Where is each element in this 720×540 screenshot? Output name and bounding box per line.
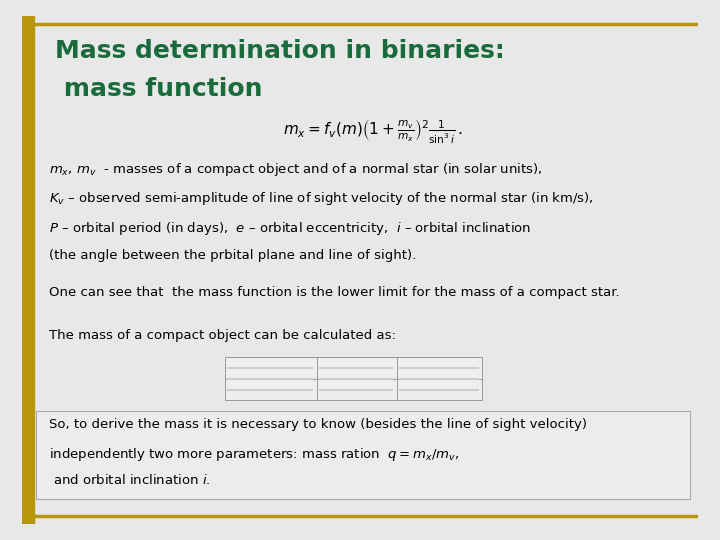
Text: (the angle between the prbital plane and line of sight).: (the angle between the prbital plane and…	[49, 249, 416, 262]
Text: independently two more parameters: mass ration  $q=m_x/m_v$,: independently two more parameters: mass …	[49, 446, 459, 463]
Text: $P$ – orbital period (in days),  $e$ – orbital eccentricity,  $i$ – orbital incl: $P$ – orbital period (in days), $e$ – or…	[49, 220, 531, 237]
Text: mass function: mass function	[55, 77, 263, 101]
Text: $m_x = f_v(m)\left(1 + \frac{m_v}{m_x}\right)^2\frac{1}{\sin^3 i}\,.$: $m_x = f_v(m)\left(1 + \frac{m_v}{m_x}\r…	[284, 118, 464, 146]
Text: One can see that  the mass function is the lower limit for the mass of a compact: One can see that the mass function is th…	[49, 286, 619, 299]
Text: So, to derive the mass it is necessary to know (besides the line of sight veloci: So, to derive the mass it is necessary t…	[49, 418, 587, 431]
Text: $m_x,\, m_v$  - masses of a compact object and of a normal star (in solar units): $m_x,\, m_v$ - masses of a compact objec…	[49, 161, 542, 178]
FancyBboxPatch shape	[37, 410, 690, 500]
Bar	[22, 16, 34, 524]
FancyBboxPatch shape	[225, 357, 482, 401]
Text: The mass of a compact object can be calculated as:: The mass of a compact object can be calc…	[49, 329, 395, 342]
Text: Mass determination in binaries:: Mass determination in binaries:	[55, 39, 505, 63]
Text: $K_v$ – observed semi-amplitude of line of sight velocity of the normal star (in: $K_v$ – observed semi-amplitude of line …	[49, 190, 593, 207]
Text: and orbital inclination $i$.: and orbital inclination $i$.	[49, 473, 210, 487]
